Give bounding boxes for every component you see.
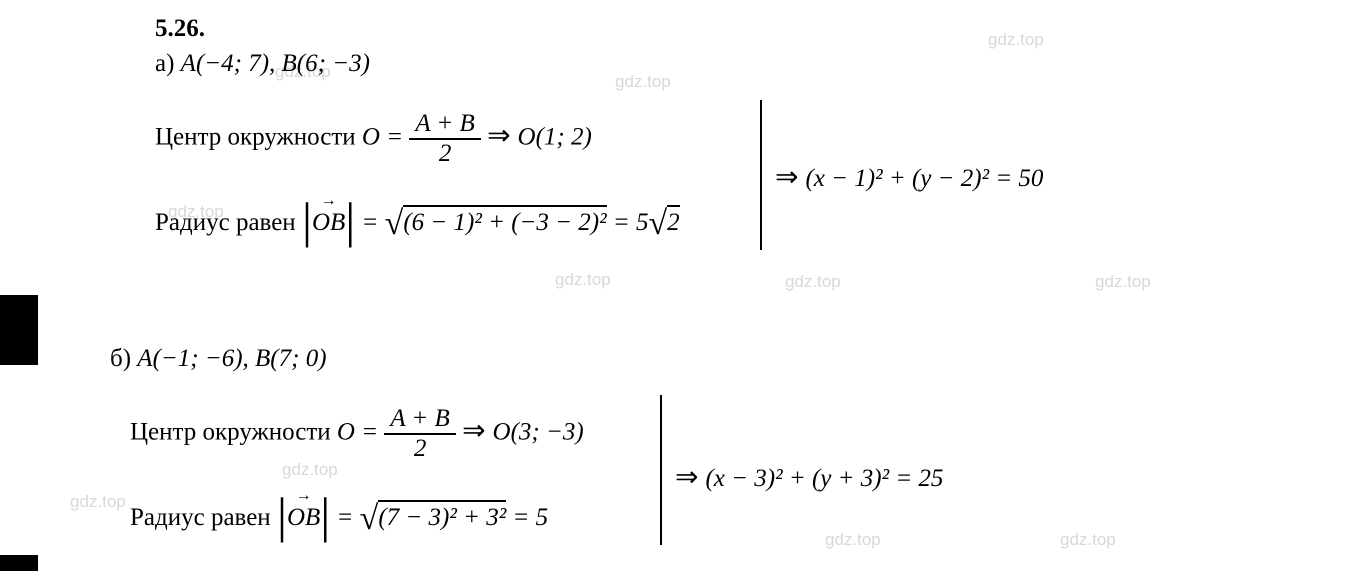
watermark: gdz.top <box>615 72 671 92</box>
brace-b <box>660 395 662 545</box>
problem-number: 5.26. <box>155 15 205 43</box>
black-strip-b <box>0 555 38 571</box>
watermark: gdz.top <box>282 460 338 480</box>
part-b-radius: Радиус равен |OB| = √(7 − 3)² + 3² = 5 <box>130 500 548 538</box>
part-a-equation: ⇒ (x − 1)² + (y − 2)² = 50 <box>775 160 1043 194</box>
part-a-center: Центр окружности O = A + B 2 ⇒ O(1; 2) <box>155 110 592 168</box>
watermark: gdz.top <box>825 530 881 550</box>
watermark: gdz.top <box>785 272 841 292</box>
watermark: gdz.top <box>1060 530 1116 550</box>
watermark: gdz.top <box>988 30 1044 50</box>
part-a-radius: Радиус равен |OB| = √(6 − 1)² + (−3 − 2)… <box>155 205 680 243</box>
watermark: gdz.top <box>1095 272 1151 292</box>
watermark: gdz.top <box>70 492 126 512</box>
watermark: gdz.top <box>555 270 611 290</box>
part-b-equation: ⇒ (x − 3)² + (y + 3)² = 25 <box>675 460 943 494</box>
brace-a <box>760 100 762 250</box>
part-b-points: б) A(−1; −6), B(7; 0) <box>110 345 327 373</box>
part-b-center: Центр окружности O = A + B 2 ⇒ O(3; −3) <box>130 405 584 463</box>
black-strip-a <box>0 295 38 365</box>
part-a-points: а) A(−4; 7), B(6; −3) <box>155 50 370 78</box>
